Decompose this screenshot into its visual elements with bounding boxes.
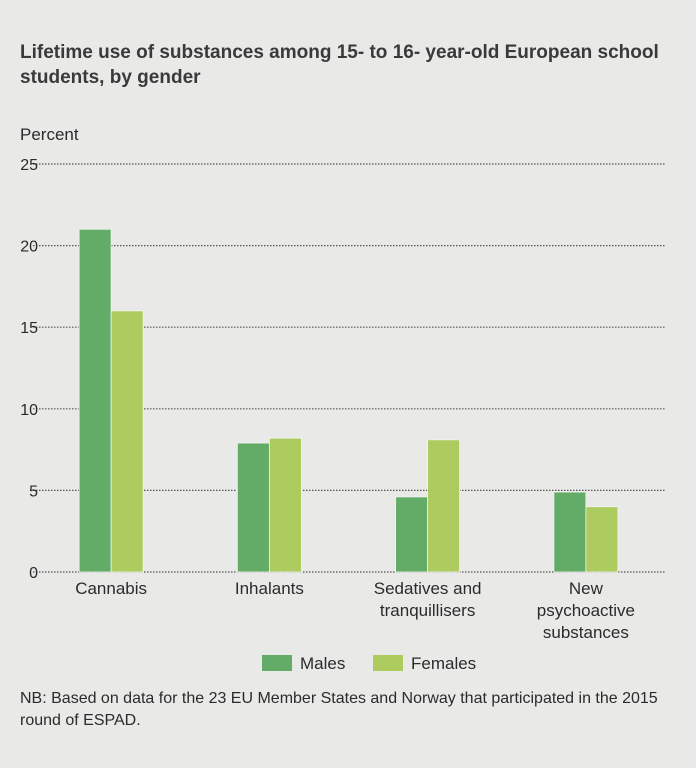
y-axis-label: Percent <box>20 125 79 144</box>
x-tick-label: Inhalants <box>235 579 304 598</box>
bar-males <box>395 496 429 573</box>
y-tick-label: 5 <box>29 483 38 500</box>
x-tick-label: psychoactive <box>537 601 635 620</box>
legend-swatch-males <box>262 655 292 671</box>
y-tick-label: 10 <box>20 402 38 419</box>
legend-swatch-females <box>373 655 403 671</box>
y-tick-label: 15 <box>20 320 38 337</box>
bar-females <box>585 506 619 573</box>
x-tick-label: Sedatives and <box>374 579 482 598</box>
bar-males <box>236 442 270 573</box>
y-tick-label: 0 <box>29 565 38 582</box>
bar-females <box>268 437 302 573</box>
bar-males <box>553 491 587 573</box>
footnote: NB: Based on data for the 23 EU Member S… <box>20 690 658 729</box>
x-tick-label: substances <box>543 623 629 642</box>
bar-females <box>110 310 144 573</box>
legend-label-males: Males <box>300 654 345 673</box>
chart-title: Lifetime use of substances among 15- to … <box>20 42 659 88</box>
x-tick-label: tranquillisers <box>380 601 475 620</box>
bar-males <box>78 228 112 573</box>
x-tick-label: Cannabis <box>75 579 147 598</box>
bar-females <box>427 439 461 573</box>
y-tick-label: 20 <box>20 239 38 256</box>
y-tick-label: 25 <box>20 157 38 174</box>
x-tick-label: New <box>569 579 604 598</box>
legend-label-females: Females <box>411 654 476 673</box>
